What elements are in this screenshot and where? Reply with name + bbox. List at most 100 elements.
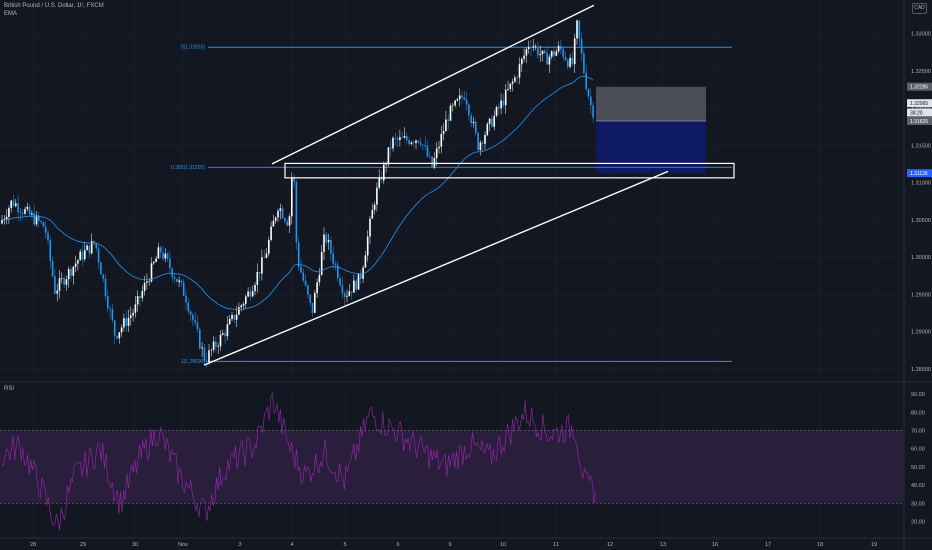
candle-body: [555, 51, 558, 56]
candle-body: [111, 309, 114, 321]
candle-body: [320, 251, 323, 275]
candle-body: [54, 276, 56, 294]
candle-body: [1, 219, 3, 224]
candle-body: [323, 234, 325, 252]
candle-body: [394, 137, 397, 139]
candle-body: [412, 142, 415, 144]
candle-body: [118, 332, 121, 339]
candle-body: [355, 280, 357, 290]
candle-body: [562, 49, 564, 57]
candle-body: [47, 232, 49, 241]
candle-body: [339, 278, 341, 286]
candle-body: [226, 324, 229, 337]
candle-body: [475, 121, 477, 133]
candle-body: [488, 118, 491, 124]
ema-indicator-label[interactable]: EMA: [4, 11, 18, 17]
candle-body: [495, 107, 498, 116]
candle-body: [399, 137, 401, 140]
price-tick-label: 1.31000: [911, 181, 931, 187]
candle-body: [410, 142, 413, 145]
candle-body: [550, 51, 553, 57]
currency-button[interactable]: CAD: [912, 3, 927, 14]
price-tick-label: 1.29000: [911, 330, 931, 336]
candle-body: [401, 137, 403, 138]
chart-title: British Pound / U.S. Dollar, 1h, FXCM: [4, 3, 104, 9]
candle-body: [141, 291, 144, 299]
candle-body: [199, 329, 201, 349]
candle-body: [263, 257, 265, 258]
candle-body: [479, 142, 482, 151]
price-badge-bg: [907, 82, 932, 91]
candle-body: [61, 278, 63, 279]
candle-body: [380, 177, 383, 181]
candle-body: [564, 56, 567, 61]
candle-body: [346, 295, 348, 297]
candle-body: [521, 58, 523, 65]
candle-body: [26, 206, 29, 210]
candle-body: [44, 226, 47, 233]
candle-body: [371, 209, 374, 219]
candle-body: [426, 146, 429, 157]
candle-body: [81, 251, 84, 260]
candle-body: [192, 314, 194, 321]
candle-body: [173, 276, 176, 279]
candle-body: [157, 247, 160, 259]
candle-body: [357, 274, 360, 290]
candle-body: [277, 210, 279, 218]
candle-body: [498, 107, 500, 109]
candle-body: [8, 208, 10, 217]
fib-level-label: 0.382(1.31205): [171, 165, 205, 171]
time-tick-label: 12: [607, 542, 613, 548]
candle-body: [449, 105, 452, 121]
candle-body: [235, 314, 238, 320]
candle-body: [201, 347, 203, 349]
candle-body: [288, 216, 291, 226]
price-badge: 38:20: [910, 111, 923, 117]
candle-body: [465, 99, 468, 105]
candle-body: [10, 200, 12, 209]
candle-body: [150, 263, 153, 282]
candle-body: [295, 181, 298, 243]
candle-body: [86, 245, 88, 251]
candle-body: [546, 52, 548, 65]
candle-body: [159, 247, 162, 253]
candle-body: [240, 305, 242, 308]
candle-body: [79, 251, 81, 261]
price-badge-bg: [907, 108, 932, 117]
candle-body: [127, 317, 130, 326]
candle-body: [15, 203, 17, 206]
candle-body: [139, 296, 141, 299]
fib-retracement: 0(1.32816) 0.382(1.31205) 1(1.28600): [171, 45, 732, 365]
candle-body: [56, 290, 58, 294]
rsi-band: [0, 430, 903, 504]
candle-body: [153, 262, 155, 264]
candle-body: [537, 46, 539, 56]
candle-body: [215, 341, 217, 347]
candle-body: [373, 204, 376, 210]
candle-body: [470, 115, 472, 124]
candle-body: [182, 282, 185, 296]
candle-body: [518, 64, 521, 78]
candle-body: [408, 140, 410, 145]
candle-body: [341, 285, 344, 294]
candle-body: [70, 269, 72, 276]
candle-body: [109, 308, 111, 310]
time-tick-label: 29: [80, 542, 86, 548]
price-badge-bg: [907, 169, 932, 178]
candle-body: [337, 264, 339, 279]
candle-body: [360, 274, 362, 279]
candle-body: [318, 274, 321, 283]
candle-body: [185, 295, 187, 303]
candle-body: [343, 293, 346, 297]
candle-body: [532, 46, 535, 48]
candle-body: [509, 83, 512, 89]
candle-body: [419, 142, 422, 145]
candle-body: [553, 51, 555, 56]
candle-body: [120, 327, 123, 333]
rsi-panel-title[interactable]: RSI: [4, 386, 15, 392]
candle-body: [435, 148, 438, 158]
candle-body: [417, 140, 420, 143]
candle-body: [378, 177, 380, 188]
